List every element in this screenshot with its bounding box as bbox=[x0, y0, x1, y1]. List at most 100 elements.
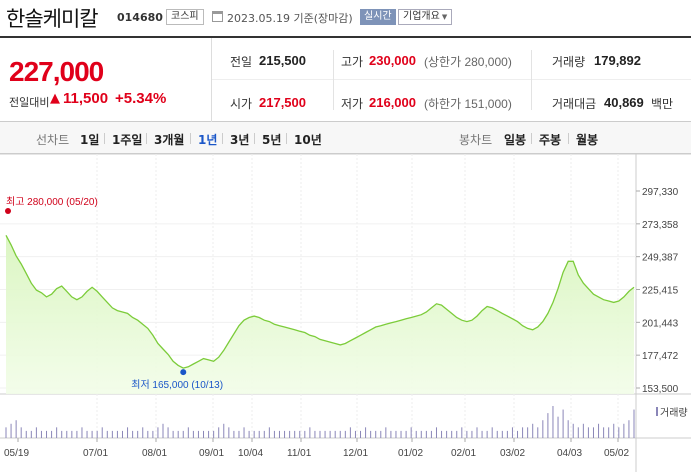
volume-bar bbox=[360, 430, 362, 438]
volume-bar bbox=[501, 430, 503, 438]
volume-bar bbox=[243, 427, 245, 438]
y-tick-label: 249,387 bbox=[642, 253, 679, 264]
prev-close-value: 215,500 bbox=[259, 53, 306, 68]
volume-bar bbox=[587, 427, 589, 438]
x-tick-label: 05/19 bbox=[4, 448, 29, 459]
volume-bar bbox=[557, 416, 559, 438]
period-3m[interactable]: 3개월 bbox=[154, 133, 185, 147]
volume-bar bbox=[40, 430, 42, 438]
volume-bar bbox=[238, 430, 240, 438]
volume-bar bbox=[542, 420, 544, 438]
y-tick-label: 201,443 bbox=[642, 318, 679, 329]
trade-amount-unit: 백만 bbox=[651, 97, 674, 111]
low-annotation: 최저 165,000 (10/13) bbox=[131, 379, 223, 391]
volume-bar bbox=[370, 430, 372, 438]
volume-bar bbox=[354, 430, 356, 438]
x-tick-label: 09/01 bbox=[199, 448, 224, 459]
volume-bar bbox=[10, 423, 12, 438]
volume-bar bbox=[248, 430, 250, 438]
calendar-icon bbox=[212, 11, 223, 22]
y-tick-label: 297,330 bbox=[642, 187, 679, 198]
volume-bar bbox=[562, 409, 564, 438]
volume-bar bbox=[390, 430, 392, 438]
volume-bar bbox=[471, 430, 473, 438]
separator bbox=[190, 133, 191, 144]
change-percent: +5.34% bbox=[115, 90, 167, 107]
lower-limit: (하한가 151,000) bbox=[424, 97, 512, 111]
x-tick-label: 11/01 bbox=[287, 448, 312, 459]
price-chart: 297,330 273,358 249,387 225,415 201,443 177,4… bbox=[0, 154, 691, 472]
column-divider bbox=[531, 50, 532, 110]
volume-bar bbox=[273, 430, 275, 438]
y-tick-label: 177,472 bbox=[642, 351, 679, 362]
high-marker bbox=[5, 208, 11, 214]
volume-bar bbox=[608, 427, 610, 438]
volume-bar bbox=[380, 430, 382, 438]
separator bbox=[104, 133, 105, 144]
volume-bar bbox=[441, 430, 443, 438]
period-3y[interactable]: 3년 bbox=[230, 133, 250, 147]
volume-bar bbox=[582, 423, 584, 438]
chart-period-bar: 선차트 1일 1주일 3개월 1년 3년 5년 10년 봉차트 일봉 주봉 월봉 bbox=[0, 122, 691, 154]
volume-bar bbox=[435, 427, 437, 438]
volume-bar bbox=[415, 430, 417, 438]
volume-bar bbox=[289, 430, 291, 438]
volume-bar bbox=[567, 420, 569, 438]
x-tick-label: 05/02 bbox=[604, 448, 629, 459]
period-10y[interactable]: 10년 bbox=[294, 133, 322, 147]
volume-bar bbox=[76, 430, 78, 438]
chart-axes: 297,330 273,358 249,387 225,415 201,443 177,4… bbox=[4, 187, 688, 459]
candle-monthly[interactable]: 월봉 bbox=[576, 133, 599, 147]
period-5y[interactable]: 5년 bbox=[262, 133, 282, 147]
volume-bar bbox=[430, 430, 432, 438]
separator bbox=[531, 133, 532, 144]
volume-bar bbox=[613, 423, 615, 438]
stock-name: 한솔케미칼 bbox=[6, 7, 99, 31]
volume-bar bbox=[35, 427, 37, 438]
volume-bar bbox=[253, 430, 255, 438]
volume-bar bbox=[137, 430, 139, 438]
candle-chart-label: 봉차트 bbox=[459, 133, 493, 147]
volume-bar bbox=[162, 423, 164, 438]
x-tick-label: 04/03 bbox=[557, 448, 582, 459]
volume-bar bbox=[172, 430, 174, 438]
upper-limit: (상한가 280,000) bbox=[424, 55, 512, 69]
x-tick-label: 10/04 bbox=[238, 448, 263, 459]
volume-bar bbox=[365, 427, 367, 438]
volume-bar bbox=[96, 430, 98, 438]
market-badge: 코스피 bbox=[166, 9, 204, 25]
current-price: 227,000 bbox=[9, 56, 104, 87]
volume-bar bbox=[177, 430, 179, 438]
period-1w[interactable]: 1주일 bbox=[112, 133, 143, 147]
volume-bar bbox=[319, 430, 321, 438]
volume-bar bbox=[56, 427, 58, 438]
volume-bar bbox=[395, 430, 397, 438]
low-marker bbox=[180, 369, 187, 376]
volume-bar bbox=[527, 427, 529, 438]
chart-markers: 최고 280,000 (05/20) 최저 165,000 (10/13) bbox=[5, 196, 223, 391]
volume-bar bbox=[167, 427, 169, 438]
company-overview-label: 기업개요 bbox=[403, 11, 440, 22]
volume-bar bbox=[552, 406, 554, 438]
candle-daily[interactable]: 일봉 bbox=[504, 133, 527, 147]
period-1d[interactable]: 1일 bbox=[80, 133, 100, 147]
column-divider bbox=[333, 50, 334, 110]
volume-bar bbox=[334, 430, 336, 438]
volume-bar bbox=[304, 430, 306, 438]
reference-date: 2023.05.19 기준(장마감) bbox=[227, 12, 353, 25]
company-overview-button[interactable]: 기업개요 ▼ bbox=[398, 9, 453, 25]
volume-bar bbox=[86, 430, 88, 438]
line-chart-label: 선차트 bbox=[36, 133, 70, 147]
volume-bar bbox=[425, 430, 427, 438]
volume-bar bbox=[182, 430, 184, 438]
candle-weekly[interactable]: 주봉 bbox=[539, 133, 562, 147]
volume-bar bbox=[61, 430, 63, 438]
high-value: 230,000 bbox=[369, 53, 416, 68]
period-1y[interactable]: 1년 bbox=[198, 133, 218, 147]
volume-bar bbox=[187, 427, 189, 438]
y-tick-label: 225,415 bbox=[642, 286, 679, 297]
row-divider bbox=[212, 79, 691, 80]
separator bbox=[222, 133, 223, 144]
realtime-button[interactable]: 실시간 bbox=[360, 9, 396, 25]
volume-bar bbox=[192, 430, 194, 438]
